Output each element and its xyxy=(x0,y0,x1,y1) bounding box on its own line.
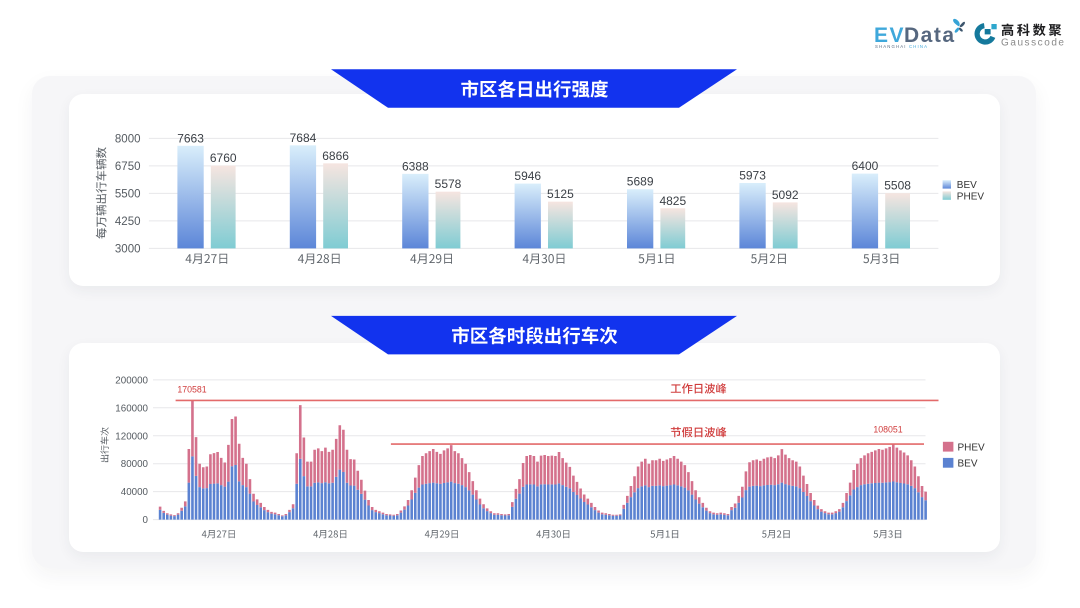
svg-text:5092: 5092 xyxy=(772,188,799,202)
svg-text:108051: 108051 xyxy=(873,424,902,434)
svg-text:6400: 6400 xyxy=(852,159,879,173)
svg-text:170581: 170581 xyxy=(177,385,206,395)
svg-text:BEV: BEV xyxy=(958,458,978,469)
svg-text:4250: 4250 xyxy=(115,216,141,228)
svg-text:5508: 5508 xyxy=(884,179,911,193)
svg-text:5689: 5689 xyxy=(627,175,654,189)
svg-text:BEV: BEV xyxy=(957,180,977,191)
svg-text:5973: 5973 xyxy=(739,168,766,182)
svg-text:EV: EV xyxy=(874,24,905,47)
svg-text:6750: 6750 xyxy=(115,161,141,173)
svg-text:120000: 120000 xyxy=(115,431,148,442)
svg-text:PHEV: PHEV xyxy=(958,442,986,453)
svg-text:5500: 5500 xyxy=(115,188,141,200)
svg-text:4825: 4825 xyxy=(659,194,686,208)
svg-text:Data: Data xyxy=(904,24,956,47)
svg-text:80000: 80000 xyxy=(121,459,149,470)
svg-text:160000: 160000 xyxy=(115,403,148,414)
svg-text:SHANGHAI CHINA: SHANGHAI CHINA xyxy=(875,44,928,49)
svg-text:200000: 200000 xyxy=(115,375,148,386)
svg-text:3000: 3000 xyxy=(115,243,141,255)
svg-text:7663: 7663 xyxy=(177,131,204,145)
svg-text:6866: 6866 xyxy=(322,149,349,163)
svg-text:8000: 8000 xyxy=(115,133,141,145)
svg-text:6760: 6760 xyxy=(210,151,237,165)
svg-text:6388: 6388 xyxy=(402,159,429,173)
svg-text:5125: 5125 xyxy=(547,187,574,201)
svg-text:7684: 7684 xyxy=(290,131,317,145)
svg-text:40000: 40000 xyxy=(121,487,149,498)
svg-text:Gausscode: Gausscode xyxy=(1001,38,1066,49)
svg-text:PHEV: PHEV xyxy=(957,191,985,202)
svg-text:0: 0 xyxy=(143,515,149,526)
svg-text:5578: 5578 xyxy=(435,177,462,191)
svg-text:5946: 5946 xyxy=(514,169,541,183)
